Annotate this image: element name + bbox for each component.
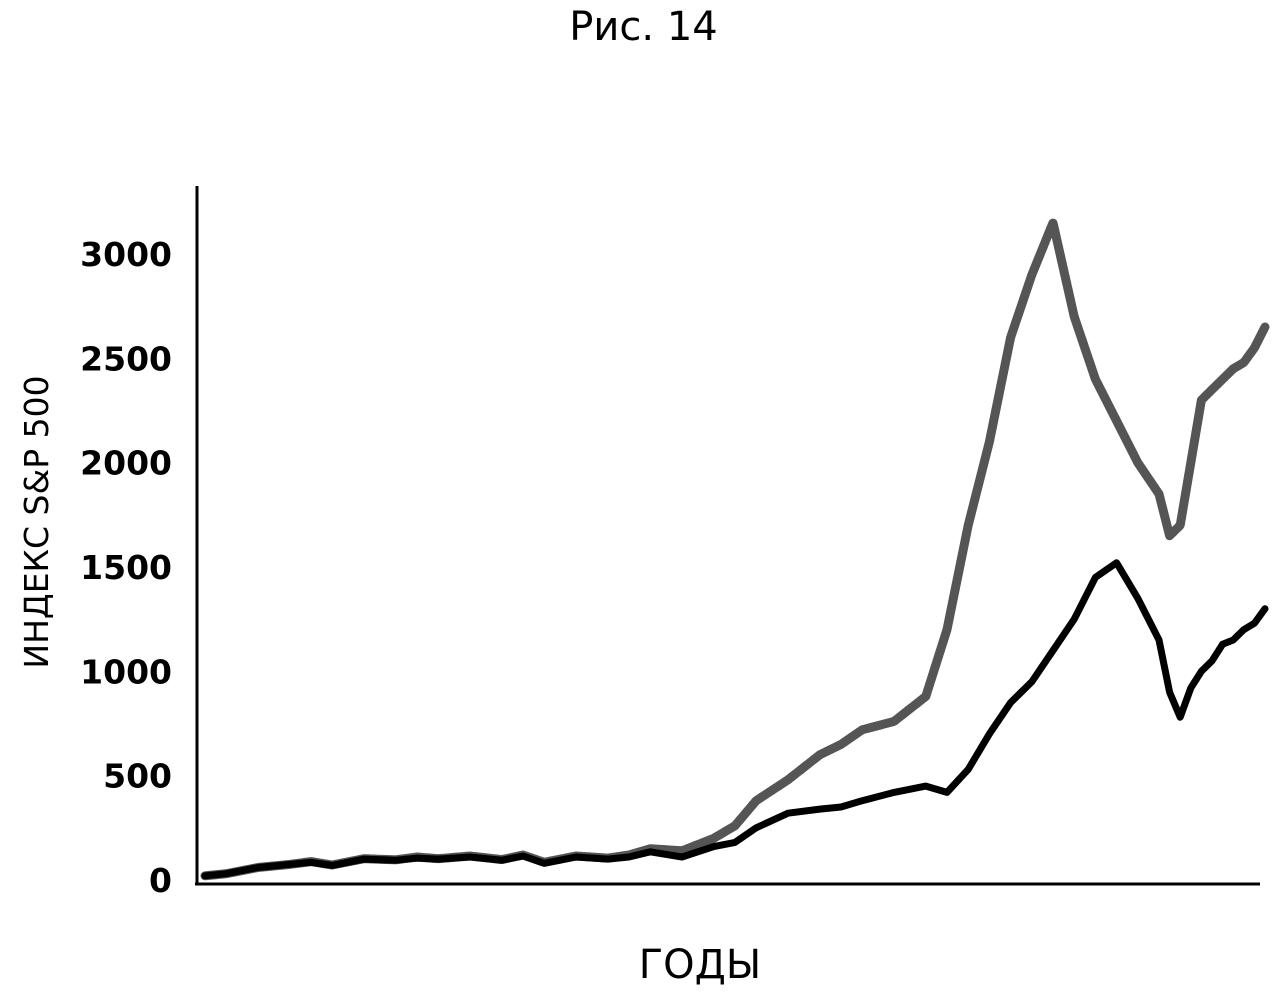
y-tick-label: 3000 bbox=[80, 235, 172, 274]
figure-title: Рис. 14 bbox=[569, 4, 718, 50]
y-tick-label: 500 bbox=[103, 757, 172, 796]
y-tick-label: 1500 bbox=[80, 548, 172, 587]
y-tick-label: 2000 bbox=[80, 444, 172, 483]
series-line-gray bbox=[200, 218, 1270, 881]
y-tick-labels: 0 500 1000 1500 2000 2500 3000 bbox=[80, 235, 172, 900]
y-tick-label: 2500 bbox=[80, 339, 172, 378]
series-line-black bbox=[201, 559, 1269, 880]
y-tick-label: 1000 bbox=[80, 652, 172, 691]
y-tick-label: 0 bbox=[149, 861, 172, 900]
series-layer bbox=[200, 218, 1270, 881]
x-axis-label: ГОДЫ bbox=[638, 942, 762, 988]
y-axis-label: ИНДЕКС S&P 500 bbox=[17, 375, 56, 668]
